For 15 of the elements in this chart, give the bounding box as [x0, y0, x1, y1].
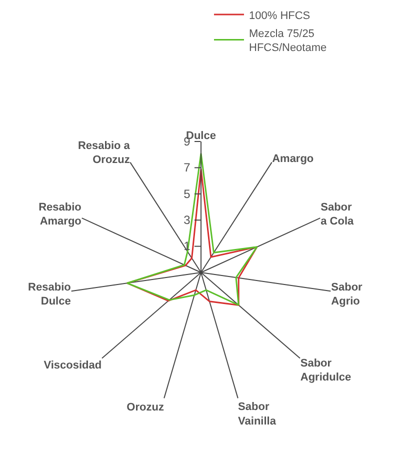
- spoke-label: Amargo: [272, 153, 314, 166]
- y-tick-label: 3: [184, 213, 191, 227]
- spoke-label: Sabor a Cola: [320, 201, 355, 228]
- y-tick-label: 7: [184, 160, 191, 175]
- spoke-label: Orozuz: [126, 401, 164, 414]
- spoke-label: Sabor Vainilla: [238, 401, 277, 428]
- spoke-label: Sabor Agrio: [331, 281, 364, 308]
- legend-label: 100% HFCS: [249, 10, 310, 22]
- y-tick-label: 5: [184, 186, 191, 201]
- spoke-label: Resabio Dulce: [28, 281, 72, 308]
- spoke-label: Resabio Amargo: [38, 201, 82, 228]
- spoke-label: Sabor Agridulce: [300, 357, 352, 384]
- spoke-label: Resabio a Orozuz: [78, 140, 131, 166]
- legend-label: Mezcla 75/25 HFCS/Neotame: [249, 28, 327, 54]
- spoke-label: Viscosidad: [44, 360, 102, 372]
